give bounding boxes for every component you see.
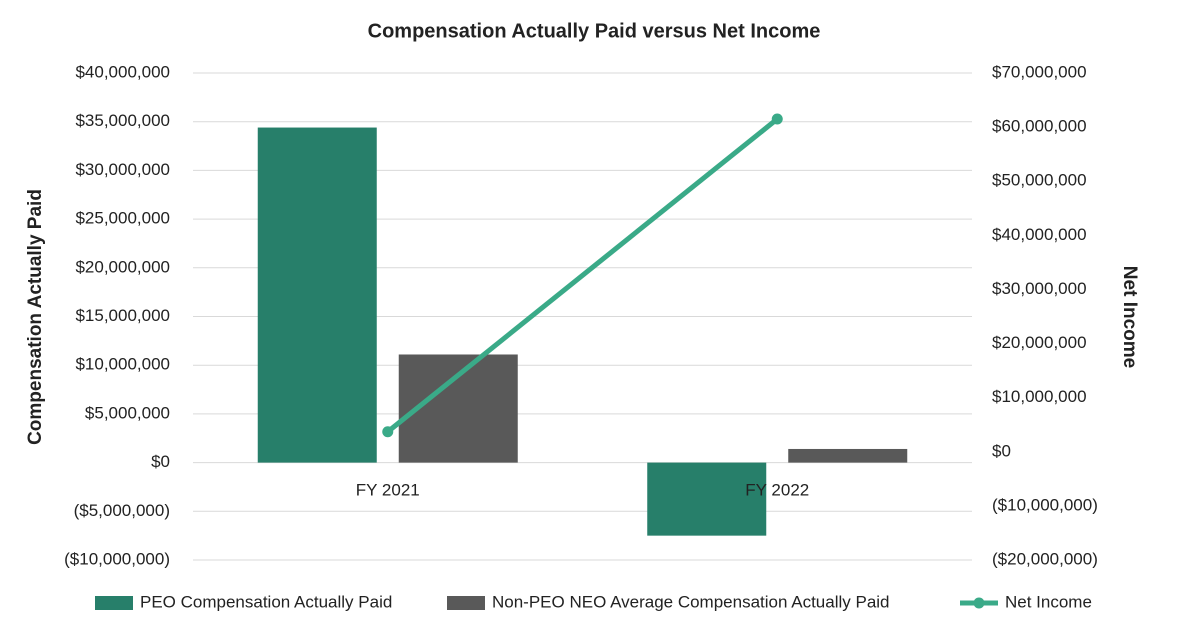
y2-tick-label: ($10,000,000) [992, 495, 1098, 514]
y-tick-label: $10,000,000 [75, 355, 170, 374]
y2-tick-label: $30,000,000 [992, 279, 1087, 298]
y2-tick-label: $50,000,000 [992, 171, 1087, 190]
y-tick-label: $30,000,000 [75, 160, 170, 179]
legend-label: PEO Compensation Actually Paid [140, 592, 392, 611]
bar [257, 127, 377, 463]
y2-axis-title: Net Income [1119, 266, 1140, 368]
y-tick-label: ($10,000,000) [64, 549, 170, 568]
line [386, 117, 779, 434]
y2-tick-label: $70,000,000 [992, 62, 1087, 81]
y-axis-title: Compensation Actually Paid [25, 189, 46, 445]
bar [647, 462, 767, 536]
x-tick-label: FY 2022 [745, 480, 809, 499]
y-tick-label: $35,000,000 [75, 111, 170, 130]
y-tick-label: ($5,000,000) [74, 501, 170, 520]
legend-swatch [973, 597, 985, 609]
line-marker [771, 113, 783, 125]
legend-swatch [447, 596, 485, 610]
y2-tick-label: $0 [992, 441, 1011, 460]
chart-title: Compensation Actually Paid versus Net In… [368, 20, 821, 42]
bar [788, 448, 908, 463]
line-marker [382, 426, 394, 438]
y-tick-label: $25,000,000 [75, 209, 170, 228]
y2-tick-label: $10,000,000 [992, 387, 1087, 406]
y-tick-label: $20,000,000 [75, 257, 170, 276]
y2-tick-label: $60,000,000 [992, 117, 1087, 136]
y-tick-label: $0 [151, 452, 170, 471]
y2-tick-label: ($20,000,000) [992, 549, 1098, 568]
legend-label: Net Income [1005, 592, 1092, 611]
legend-swatch [95, 596, 133, 610]
y-tick-label: $15,000,000 [75, 306, 170, 325]
x-tick-label: FY 2021 [356, 480, 420, 499]
y2-tick-label: $40,000,000 [992, 225, 1087, 244]
legend-label: Non-PEO NEO Average Compensation Actuall… [492, 592, 890, 611]
y2-tick-label: $20,000,000 [992, 333, 1087, 352]
y-tick-label: $40,000,000 [75, 62, 170, 81]
y-tick-label: $5,000,000 [85, 403, 170, 422]
